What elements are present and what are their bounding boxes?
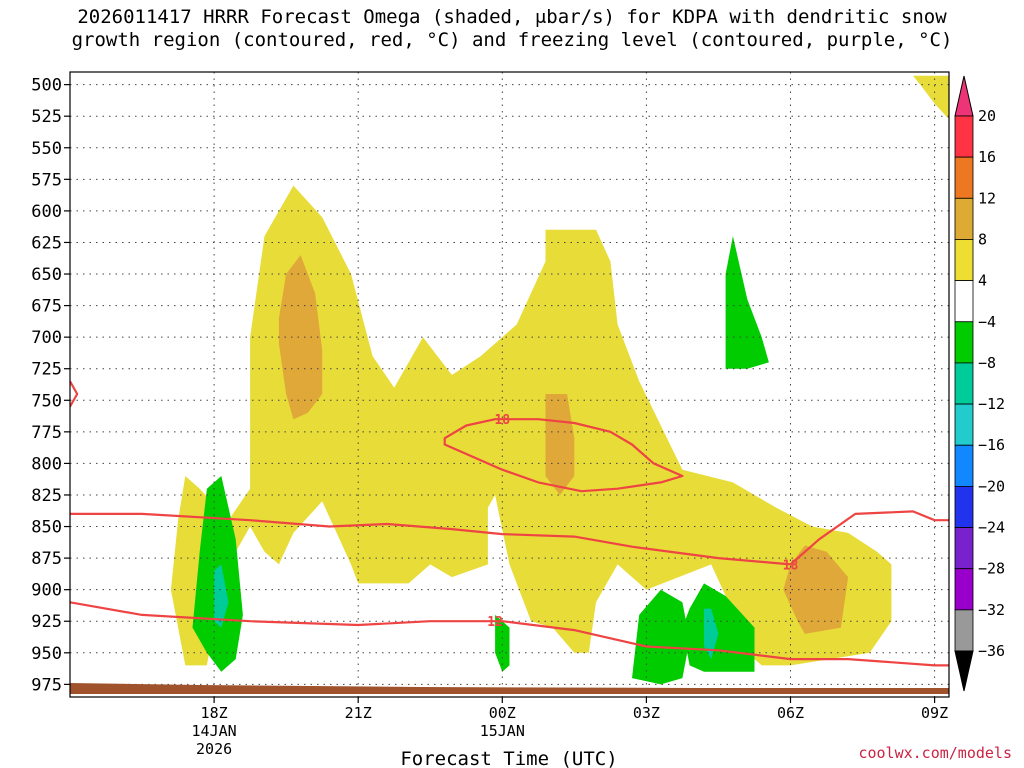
colorbar-label-10: −24: [978, 519, 1005, 537]
colorbar-label-9: −20: [978, 477, 1005, 495]
colorbar-bin-4: [954, 280, 974, 323]
colorbar-label-3: 8: [978, 230, 987, 248]
x-tick-label-21Z: 21Z: [345, 704, 372, 722]
colorbar-bin-9: [954, 485, 974, 528]
y-tick-label-500: 500: [31, 76, 62, 96]
omega-region-green-b: [495, 614, 510, 672]
dgz-contour-minus18-right: [1007, 369, 1024, 476]
omega-shading: [170, 75, 949, 685]
colorbar-label-1: 16: [978, 148, 996, 166]
title-line-1: 2026011417 HRRR Forecast Omega (shaded, …: [77, 6, 947, 28]
plot-frame: [69, 71, 950, 698]
colorbar-top-triangle: [954, 75, 974, 117]
colorbar-label-11: −28: [978, 560, 1005, 578]
y-tick-label-700: 700: [31, 328, 62, 348]
colorbar-label-4: 4: [978, 272, 987, 290]
credit-text: coolwx.com/models: [858, 744, 1012, 762]
x-tick-sublabel-15JAN: 15JAN: [480, 722, 525, 740]
dgz-contour-labels: 18 18 12: [487, 413, 799, 630]
y-tick-label-575: 575: [31, 170, 62, 190]
colorbar-bin-8: [954, 444, 974, 487]
colorbar-bin-6: [954, 362, 974, 405]
colorbar-label-12: −32: [978, 601, 1005, 619]
colorbar-label-0: 20: [978, 107, 996, 125]
x-tick-label-09Z: 09Z: [921, 704, 948, 722]
y-tick-label-800: 800: [31, 454, 62, 474]
x-tick-label-06Z: 06Z: [777, 704, 804, 722]
y-tick-label-750: 750: [31, 391, 62, 411]
y-tick-label-875: 875: [31, 549, 62, 569]
colorbar-label-7: −12: [978, 395, 1005, 413]
y-tick-label-975: 975: [31, 675, 62, 695]
omega-region-orange-a: [278, 255, 323, 420]
y-tick-label-850: 850: [31, 518, 62, 538]
colorbar-bin-1: [954, 156, 974, 199]
colorbar: 20 16 12 8 4 −4 −8 −12 −16 −20 −24 −28 −32 −36: [954, 75, 1005, 692]
y-tick-label-825: 825: [31, 486, 62, 506]
y-tick-label-950: 950: [31, 644, 62, 664]
colorbar-bin-10: [954, 527, 974, 570]
x-tick-label-00Z: 00Z: [489, 704, 516, 722]
x-tick-label-03Z: 03Z: [633, 704, 660, 722]
colorbar-label-5: −4: [978, 313, 996, 331]
dgz-contour-minus12-line: [70, 601, 949, 667]
omega-region-orange-b: [545, 394, 575, 495]
x-tick-sublabel-14JAN: 14JAN: [192, 722, 237, 740]
omega-region-green-d: [632, 589, 690, 685]
y-tick-label-550: 550: [31, 139, 62, 159]
dgz-contour-minus18-loop: [443, 418, 684, 493]
y-tick-label-925: 925: [31, 612, 62, 632]
y-tick-label-900: 900: [31, 581, 62, 601]
colorbar-bin-11: [954, 568, 974, 611]
omega-region-orange-c: [783, 545, 849, 634]
colorbar-bin-0: [954, 115, 974, 158]
y-tick-label-675: 675: [31, 297, 62, 317]
dgz-contours: [70, 369, 1024, 667]
omega-region-yellow-a: [170, 185, 892, 666]
omega-region-teal-a: [214, 564, 229, 628]
contour-label-minus18-line: 18: [783, 558, 799, 573]
colorbar-label-8: −16: [978, 436, 1005, 454]
colorbar-bin-12: [954, 609, 974, 652]
colorbar-label-13: −36: [978, 642, 1005, 660]
grid-lines: [70, 72, 949, 697]
contour-label-minus12-line: 12: [487, 615, 503, 630]
contour-label-minus18-loop: 18: [494, 413, 510, 428]
x-tick-label-18Z: 18Z: [201, 704, 228, 722]
colorbar-bin-2: [954, 197, 974, 240]
colorbar-bottom-triangle: [954, 650, 974, 692]
omega-region-green-c: [725, 236, 769, 369]
colorbar-bin-7: [954, 403, 974, 446]
colorbar-bin-3: [954, 239, 974, 282]
y-tick-label-775: 775: [31, 423, 62, 443]
colorbar-label-2: 12: [978, 189, 996, 207]
omega-region-yellow-b: [913, 75, 949, 120]
y-tick-label-625: 625: [31, 233, 62, 253]
terrain-ground: [70, 683, 949, 694]
title-line-2: growth region (contoured, red, °C) and f…: [71, 29, 953, 51]
y-axis: 500 525 550 575 600 625 650 675 700 725 750 775 800 8…: [31, 76, 70, 695]
colorbar-bin-5: [954, 321, 974, 364]
y-tick-label-725: 725: [31, 360, 62, 380]
y-tick-label-650: 650: [31, 265, 62, 285]
x-tick-sublabel-2026: 2026: [196, 740, 232, 758]
y-tick-label-525: 525: [31, 107, 62, 127]
dgz-contour-minus18-line: [70, 510, 949, 566]
dgz-contour-minus18-left: [70, 380, 79, 408]
y-tick-label-600: 600: [31, 202, 62, 222]
x-axis-label: Forecast Time (UTC): [400, 748, 617, 768]
chart-title: 2026011417 HRRR Forecast Omega (shaded, …: [0, 6, 1024, 52]
colorbar-label-6: −8: [978, 354, 996, 372]
